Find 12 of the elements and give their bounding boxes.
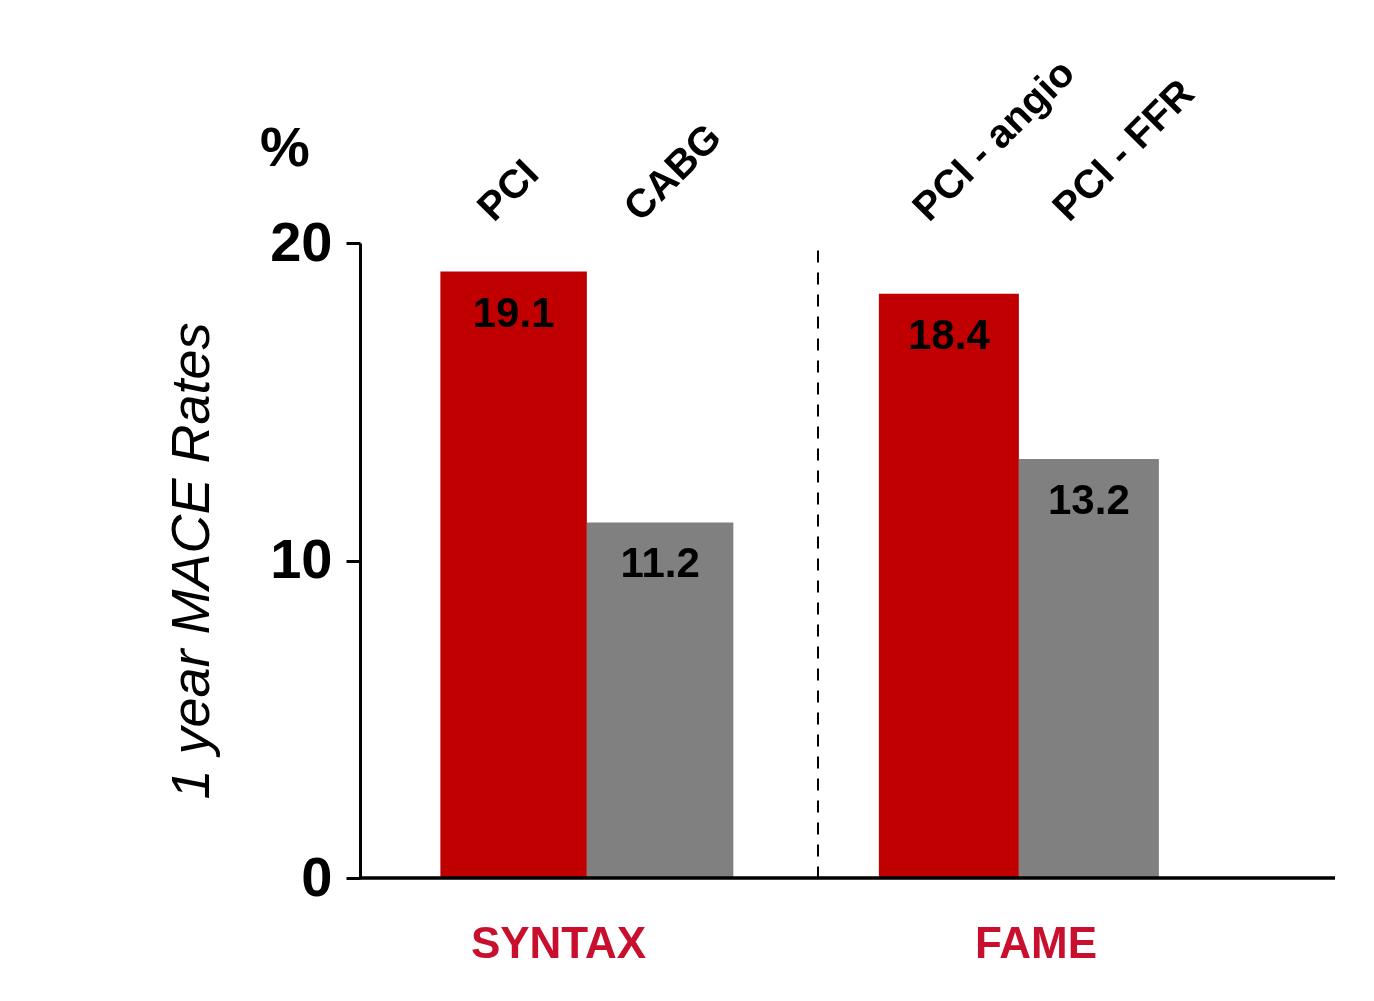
data-label: 19.1 [472, 288, 555, 336]
text: FAME [974, 918, 1098, 967]
text: % [260, 115, 310, 178]
data-label: 13.2 [1048, 475, 1130, 523]
y-tick-label: 0 [301, 844, 333, 908]
data-label: 18.4 [908, 310, 991, 358]
y-axis-title: 1 year MACE Rates [160, 322, 221, 800]
x-tick-label: PCI [468, 150, 547, 229]
y-tick-label: 10 [270, 527, 333, 590]
y-tick-label: 20 [270, 209, 333, 273]
data-label: 11.2 [620, 539, 700, 587]
text: SYNTAX [470, 918, 647, 967]
